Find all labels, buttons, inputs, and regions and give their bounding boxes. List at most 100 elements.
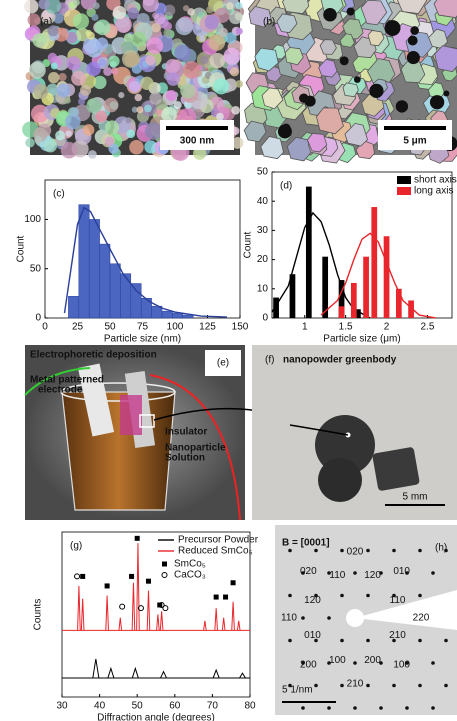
- peak: [92, 658, 100, 679]
- bar: [338, 280, 345, 318]
- grain: [93, 75, 107, 90]
- grain: [129, 139, 144, 155]
- grain: [166, 89, 177, 101]
- spot: [431, 661, 435, 665]
- grain: [306, 132, 328, 153]
- peak: [77, 585, 81, 631]
- connector: [289, 424, 349, 436]
- y-tick-label: 0: [262, 313, 268, 324]
- pore: [353, 76, 361, 83]
- marker: [137, 605, 144, 612]
- spot: [353, 706, 357, 710]
- pore: [323, 7, 337, 22]
- grain: [318, 58, 338, 78]
- grain: [149, 92, 162, 105]
- spot-label: 110: [390, 595, 406, 606]
- grain: [104, 120, 120, 135]
- wire: [24, 367, 91, 396]
- grain: [103, 67, 113, 76]
- grain: [108, 143, 119, 154]
- peak: [131, 666, 139, 679]
- spot-label: 210: [389, 630, 406, 641]
- x-axis-label: Diffraction angle (degrees): [97, 713, 215, 721]
- grain: [182, 5, 190, 12]
- grain: [108, 55, 120, 67]
- grain: [64, 113, 81, 130]
- marker: [104, 583, 110, 589]
- scale-bar-label: 300 nm: [180, 136, 215, 147]
- bar: [408, 300, 414, 318]
- pore: [443, 90, 450, 97]
- peak: [146, 590, 151, 631]
- grain: [144, 140, 158, 154]
- grain: [163, 21, 173, 31]
- grain: [342, 82, 359, 98]
- grain: [199, 35, 206, 42]
- pore: [410, 26, 419, 35]
- grain: [222, 0, 229, 4]
- spot: [301, 661, 305, 665]
- grain: [146, 37, 164, 55]
- spot-label: 120: [364, 570, 381, 581]
- spot: [301, 706, 305, 710]
- grain: [174, 44, 191, 61]
- grain: [396, 0, 428, 14]
- panel-label: (a): [40, 17, 52, 28]
- grain: [276, 13, 298, 34]
- grain: [261, 87, 284, 110]
- grain: [112, 5, 127, 20]
- legend-label: long axis: [414, 186, 453, 197]
- grain: [24, 0, 39, 14]
- grain: [180, 83, 196, 99]
- grain: [25, 137, 35, 148]
- grain: [104, 136, 115, 146]
- bar: [120, 273, 132, 319]
- grain: [225, 32, 237, 44]
- peak: [159, 611, 164, 631]
- bar: [172, 312, 184, 319]
- bar: [371, 207, 378, 318]
- panel-label: (g): [70, 541, 82, 552]
- grain: [33, 83, 49, 99]
- grain: [56, 83, 71, 98]
- grain: [27, 13, 41, 27]
- spot: [431, 571, 435, 575]
- grain: [134, 93, 143, 102]
- grain: [209, 52, 226, 69]
- grain: [65, 130, 72, 137]
- grain: [34, 135, 43, 144]
- grain: [144, 122, 163, 140]
- panel-title: Electrophoretic deposition: [30, 350, 157, 361]
- grain: [109, 101, 119, 110]
- x-tick-label: 150: [232, 322, 249, 333]
- bar: [395, 288, 402, 318]
- fit-curve: [320, 232, 436, 319]
- legend-swatch: [397, 176, 411, 184]
- spot: [327, 616, 331, 620]
- spot: [444, 638, 448, 643]
- bar: [68, 296, 80, 319]
- grain: [235, 80, 243, 88]
- panel-label: (f): [265, 355, 274, 366]
- pellet: [318, 458, 362, 502]
- bar: [289, 274, 296, 318]
- grain: [165, 59, 180, 74]
- bar: [273, 297, 279, 318]
- grain: [128, 80, 141, 93]
- grain: [47, 52, 58, 63]
- panel-title: B = [0001]: [282, 538, 330, 549]
- electrode-pattern: [120, 395, 142, 435]
- electrode: [77, 363, 115, 437]
- peak: [131, 582, 136, 631]
- y-tick-label: 40: [257, 196, 269, 207]
- marker: [223, 594, 229, 600]
- grain: [43, 139, 57, 153]
- grain: [118, 92, 125, 99]
- x-tick-label: 50: [104, 322, 116, 333]
- scale-bar-label: 5 μm: [403, 136, 426, 147]
- y-axis-label: Count: [16, 235, 27, 262]
- grain: [213, 78, 230, 95]
- marker: [134, 535, 140, 541]
- grain: [136, 106, 144, 114]
- spot-label: 010: [304, 630, 321, 641]
